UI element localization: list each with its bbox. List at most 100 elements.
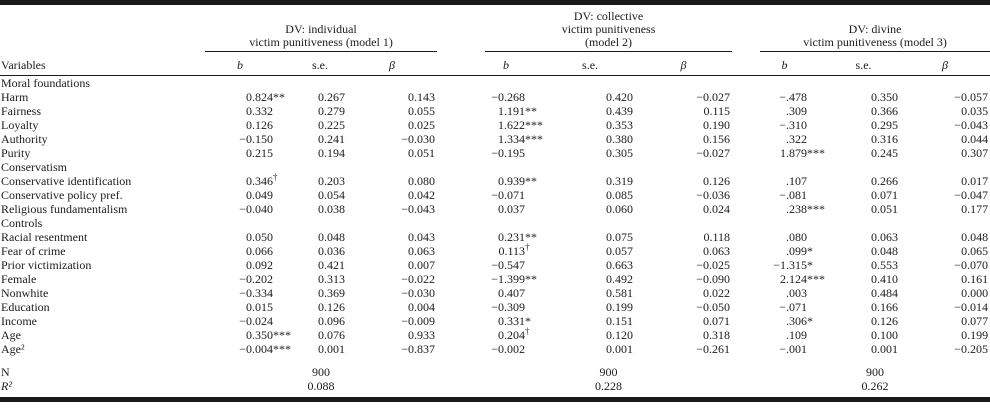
results-table: DV: individual victim punitiveness (mode… [0, 7, 990, 397]
value: 0.215 [246, 146, 273, 160]
value: 0.004 [408, 300, 436, 314]
group-gap [732, 356, 760, 379]
value: 0.080 [408, 174, 436, 188]
variable-label: Purity [1, 146, 31, 160]
value: 0.036 [318, 244, 345, 258]
cell-se: 0.439 [545, 104, 635, 118]
variable-label: Religious fundamentalism [1, 202, 128, 216]
value: 0.177 [961, 202, 989, 216]
summary-row: R² 0.088 0.228 0.262 [0, 379, 990, 397]
significance-marker: *** [273, 342, 291, 356]
cell-se: 0.048 [827, 244, 900, 258]
cell-b: .306* [760, 314, 827, 328]
cell-se: 0.151 [545, 314, 635, 328]
variable-label: Racial resentment [1, 230, 88, 244]
cell-b: 0.113† [485, 243, 545, 259]
value: 0.092 [246, 258, 273, 272]
significance-marker: * [807, 258, 814, 272]
value: 0.319 [606, 174, 634, 188]
cell-b: −0.195 [485, 146, 545, 160]
cell-b: 0.331* [485, 314, 545, 328]
variable-label: Conservative identification [1, 174, 132, 188]
variable-label: Harm [1, 90, 29, 104]
value: 0.126 [246, 118, 273, 132]
cell-b: −0.150 [205, 132, 293, 146]
group-gap [732, 342, 760, 356]
cell-se: 0.071 [827, 188, 900, 202]
cell-se: 0.060 [545, 202, 635, 216]
cell-beta: 0.042 [347, 188, 437, 202]
cell-b: −0.024 [205, 314, 293, 328]
significance-marker: * [807, 314, 814, 328]
cell-b: −0.268 [485, 90, 545, 104]
value: 0.331 [498, 314, 526, 328]
table-row: Harm 0.824** 0.267 0.143 −0.268 0.420 −0.027 −.… [0, 90, 990, 104]
significance-marker: * [525, 314, 532, 328]
cell-se: 0.001 [545, 342, 635, 356]
value: 1.879 [780, 146, 808, 160]
value: .003 [786, 286, 808, 300]
cell-beta: 0.071 [635, 314, 732, 328]
value: −.081 [779, 188, 808, 202]
cell-b: 0.346† [205, 173, 293, 189]
cell-beta: −0.030 [347, 286, 437, 300]
cell-se: 0.492 [545, 272, 635, 286]
value: 0.380 [606, 132, 634, 146]
cell-b: 0.037 [485, 202, 545, 216]
cell-beta: −0.009 [347, 314, 437, 328]
value: −0.150 [239, 132, 273, 146]
value: 0.663 [606, 258, 634, 272]
value: 0.035 [961, 104, 989, 118]
cell-b: −.071 [760, 300, 827, 314]
value: −1.399 [491, 272, 526, 286]
cell-b: 1.334*** [485, 132, 545, 146]
cell-beta: −0.057 [900, 90, 990, 104]
col-header-b-model2: b [485, 51, 546, 76]
significance-marker: *** [273, 328, 291, 342]
group-gap [437, 202, 485, 216]
significance-marker: *** [525, 118, 544, 132]
group-gap [437, 300, 485, 314]
value: 0.115 [703, 104, 731, 118]
cell-b: −0.040 [205, 202, 293, 216]
group-gap [732, 90, 760, 104]
value: −0.071 [491, 188, 526, 202]
group-gap [437, 7, 485, 52]
value: −0.030 [401, 286, 436, 300]
cell-beta: −0.022 [347, 272, 437, 286]
value: 0.051 [871, 202, 899, 216]
cell-b: 0.350*** [205, 328, 293, 342]
cell-beta: 0.115 [635, 104, 732, 118]
value: 0.051 [408, 146, 436, 160]
cell-se: 0.194 [293, 146, 347, 160]
significance-marker: * [807, 244, 814, 258]
value: 0.037 [498, 202, 526, 216]
group-gap [732, 258, 760, 272]
cell-beta: −0.837 [347, 342, 437, 356]
col-header-b-model3: b [760, 51, 828, 76]
value: 0.225 [318, 118, 345, 132]
group-gap [437, 379, 485, 397]
summary-value-model3: 900 [866, 365, 885, 379]
cell-b: −1.399** [485, 272, 545, 286]
table-row: Age 0.350*** 0.076 0.933 0.204† 0.120 0.318 .10… [0, 327, 990, 343]
cell-beta: 0.126 [635, 174, 732, 188]
value: 0.305 [606, 146, 634, 160]
variable-label: Fear of crime [1, 244, 66, 258]
cell-beta: 0.024 [635, 202, 732, 216]
cell-se: 0.366 [827, 104, 900, 118]
group-gap [437, 328, 485, 342]
value: 0.000 [961, 286, 989, 300]
value: 0.295 [871, 118, 899, 132]
group-gap [732, 174, 760, 188]
value: 0.071 [703, 314, 731, 328]
cell-b: 0.015 [205, 300, 293, 314]
group-gap [732, 300, 760, 314]
group-gap [732, 286, 760, 300]
significance-marker: *** [525, 132, 544, 146]
table-row: Racial resentment 0.050 0.048 0.043 0.231** 0… [0, 230, 990, 244]
value: −0.036 [696, 188, 731, 202]
cell-se: 0.319 [545, 174, 635, 188]
cell-b: .238*** [760, 202, 827, 216]
value: .080 [786, 230, 808, 244]
